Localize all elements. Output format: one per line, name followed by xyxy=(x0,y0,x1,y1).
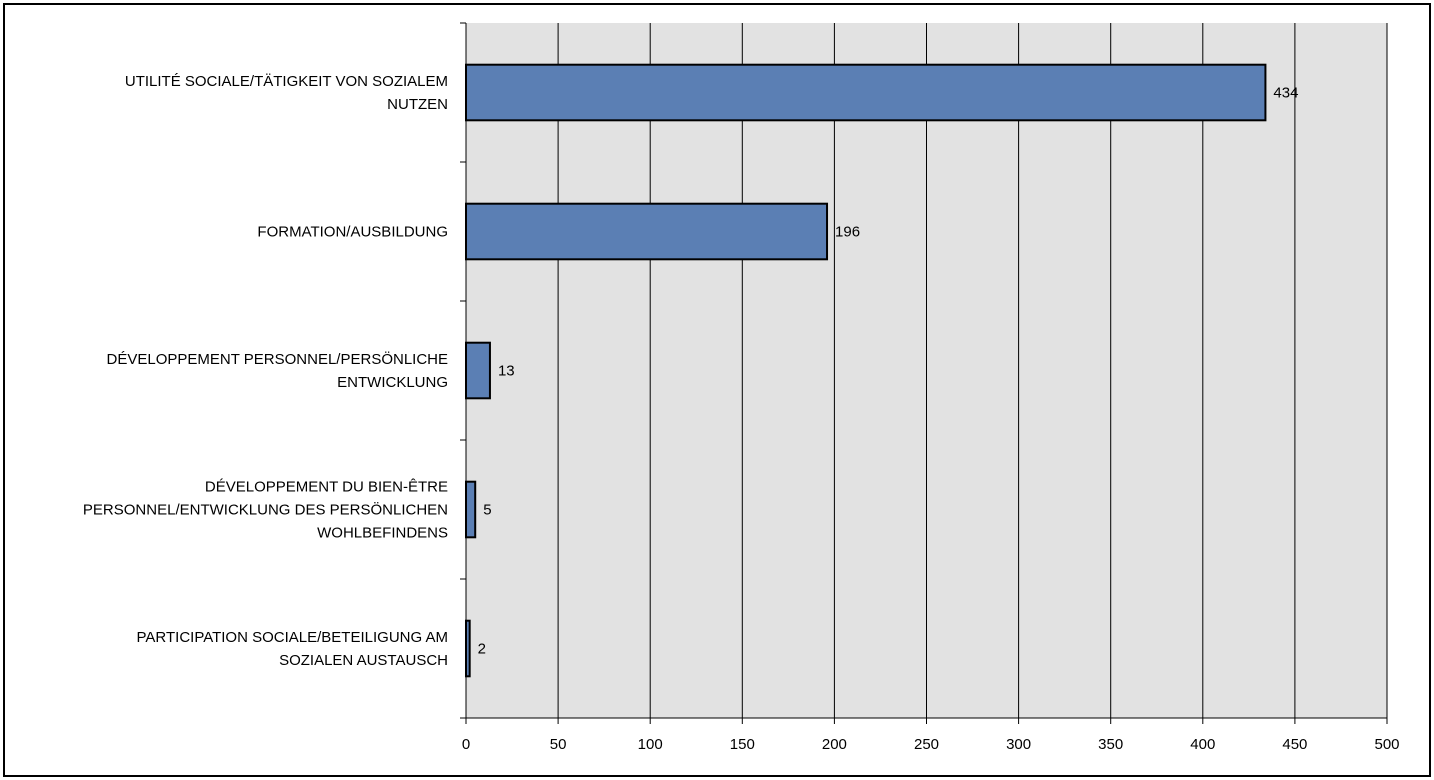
x-tick-label: 200 xyxy=(822,736,847,753)
bar xyxy=(465,341,491,400)
x-tick-label: 0 xyxy=(462,736,470,753)
labels: 0 50 100 150 200 250 300 350 400 450 500 434 UTILITÉ… xyxy=(83,73,1400,753)
x-tick-label: 500 xyxy=(1374,736,1399,753)
data-label: 2 xyxy=(478,641,486,658)
x-tick-label: 400 xyxy=(1190,736,1215,753)
category-label: PARTICIPATION SOCIALE/BETEILIGUNG AM xyxy=(137,629,448,646)
bar xyxy=(465,619,471,678)
bar xyxy=(465,63,1267,122)
bar xyxy=(465,480,477,539)
x-tick-label: 50 xyxy=(550,736,567,753)
data-label: 13 xyxy=(498,363,515,380)
data-label: 434 xyxy=(1273,85,1298,102)
data-label: 5 xyxy=(483,502,491,519)
category-label: UTILITÉ SOCIALE/TÄTIGKEIT VON SOZIALEM xyxy=(125,73,448,90)
category-label: WOHLBEFINDENS xyxy=(317,525,448,542)
bar xyxy=(465,202,829,261)
category-label: FORMATION/AUSBILDUNG xyxy=(257,224,448,241)
category-label: DÉVELOPPEMENT PERSONNEL/PERSÖNLICHE xyxy=(107,350,448,368)
category-label: DÉVELOPPEMENT DU BIEN-ÊTRE xyxy=(205,479,448,496)
chart-frame: 0 50 100 150 200 250 300 350 400 450 500 434 UTILITÉ… xyxy=(3,3,1431,777)
category-label: SOZIALEN AUSTAUSCH xyxy=(279,652,448,669)
category-label: ENTWICKLUNG xyxy=(337,374,448,391)
x-tick-label: 350 xyxy=(1098,736,1123,753)
x-tick-label: 300 xyxy=(1006,736,1031,753)
bars xyxy=(465,63,1267,678)
bar-chart: 0 50 100 150 200 250 300 350 400 450 500 434 UTILITÉ… xyxy=(83,22,1400,753)
data-label: 196 xyxy=(835,224,860,241)
x-tick-label: 150 xyxy=(730,736,755,753)
grid-lines xyxy=(557,23,1388,718)
x-tick-label: 250 xyxy=(914,736,939,753)
x-tick-label: 100 xyxy=(638,736,663,753)
category-label: PERSONNEL/ENTWICKLUNG DES PERSÖNLICHEN xyxy=(83,501,448,519)
category-label: NUTZEN xyxy=(387,96,448,113)
x-tick-label: 450 xyxy=(1282,736,1307,753)
